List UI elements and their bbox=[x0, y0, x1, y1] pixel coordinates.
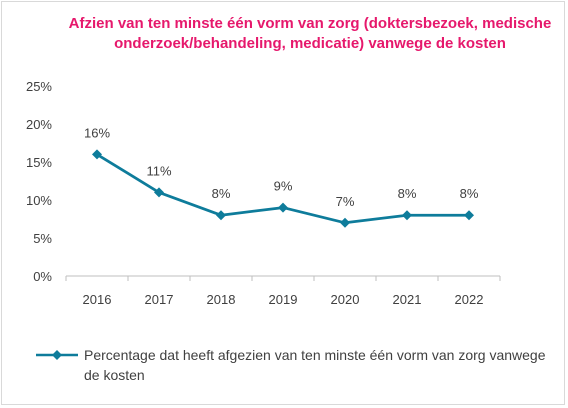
x-tick-label: 2016 bbox=[83, 292, 112, 307]
x-tick-label: 2019 bbox=[269, 292, 298, 307]
y-tick-label: 20% bbox=[26, 117, 52, 132]
data-label: 16% bbox=[84, 125, 110, 140]
x-tick-label: 2017 bbox=[145, 292, 174, 307]
x-tick-label: 2022 bbox=[455, 292, 484, 307]
y-tick-label: 15% bbox=[26, 155, 52, 170]
y-tick-label: 10% bbox=[26, 193, 52, 208]
y-tick-label: 0% bbox=[33, 269, 52, 284]
x-tick-label: 2021 bbox=[393, 292, 422, 307]
data-point bbox=[154, 187, 164, 198]
data-point bbox=[216, 210, 226, 221]
y-tick-label: 25% bbox=[26, 79, 52, 94]
x-tick-labels: 2016 2017 2018 2019 2020 2021 2022 bbox=[83, 292, 484, 307]
series-group: 16% 11% 8% 9% 7% 8% 8% bbox=[84, 125, 479, 228]
x-tick-label: 2020 bbox=[331, 292, 360, 307]
y-tick-labels: 0% 5% 10% 15% 20% 25% bbox=[26, 79, 52, 284]
legend-marker bbox=[36, 350, 78, 360]
data-label: 7% bbox=[336, 194, 355, 209]
data-label: 9% bbox=[274, 179, 293, 194]
y-tick-label: 5% bbox=[33, 231, 52, 246]
data-label: 11% bbox=[146, 163, 171, 178]
data-label: 8% bbox=[398, 186, 417, 201]
chart-title: Afzien van ten minste één vorm van zorg … bbox=[68, 15, 552, 52]
x-tick-label: 2018 bbox=[207, 292, 236, 307]
legend-entry: Percentage dat heeft afgezien van ten mi… bbox=[84, 347, 546, 383]
data-point bbox=[464, 210, 474, 221]
data-point bbox=[340, 217, 350, 228]
data-label: 8% bbox=[212, 186, 231, 201]
data-point bbox=[92, 149, 102, 160]
data-label: 8% bbox=[460, 186, 479, 201]
data-point bbox=[402, 210, 412, 221]
axes bbox=[65, 275, 501, 281]
data-point bbox=[278, 202, 288, 213]
